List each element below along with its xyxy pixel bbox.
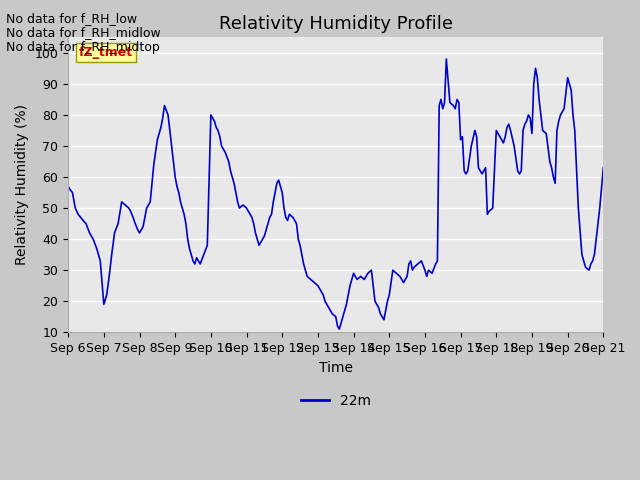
Text: No data for f_RH_midtop: No data for f_RH_midtop <box>6 41 160 54</box>
Y-axis label: Relativity Humidity (%): Relativity Humidity (%) <box>15 104 29 265</box>
X-axis label: Time: Time <box>319 360 353 374</box>
Text: No data for f_RH_midlow: No data for f_RH_midlow <box>6 26 161 39</box>
Legend: 22m: 22m <box>295 389 376 414</box>
Text: fZ_tmet: fZ_tmet <box>79 46 133 59</box>
Title: Relativity Humidity Profile: Relativity Humidity Profile <box>219 15 452 33</box>
Text: No data for f_RH_low: No data for f_RH_low <box>6 12 138 25</box>
